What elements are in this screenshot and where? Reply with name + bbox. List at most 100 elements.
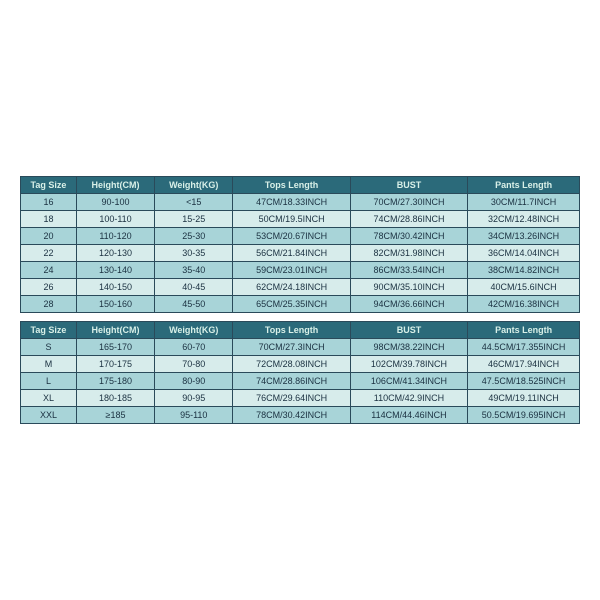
cell: 100-110 [76, 211, 154, 228]
cell: 165-170 [76, 339, 154, 356]
cell: 45-50 [155, 296, 233, 313]
table-row: L175-18080-9074CM/28.86INCH106CM/41.34IN… [21, 373, 580, 390]
cell: 82CM/31.98INCH [350, 245, 467, 262]
cell: 22 [21, 245, 77, 262]
cell: 47CM/18.33INCH [233, 194, 350, 211]
cell: 50CM/19.5INCH [233, 211, 350, 228]
cell: 35-40 [155, 262, 233, 279]
cell: 70CM/27.30INCH [350, 194, 467, 211]
cell: XXL [21, 407, 77, 424]
cell: 16 [21, 194, 77, 211]
cell: 80-90 [155, 373, 233, 390]
cell: 30CM/11.7INCH [468, 194, 580, 211]
table-row: 1690-100<1547CM/18.33INCH70CM/27.30INCH3… [21, 194, 580, 211]
col-weight: Weight(KG) [155, 177, 233, 194]
cell: 120-130 [76, 245, 154, 262]
cell: 44.5CM/17.355INCH [468, 339, 580, 356]
table-row: 26140-15040-4562CM/24.18INCH90CM/35.10IN… [21, 279, 580, 296]
cell: 70CM/27.3INCH [233, 339, 350, 356]
cell: 70-80 [155, 356, 233, 373]
cell: 110CM/42.9INCH [350, 390, 467, 407]
cell: 32CM/12.48INCH [468, 211, 580, 228]
cell: 65CM/25.35INCH [233, 296, 350, 313]
col-tops-length: Tops Length [233, 322, 350, 339]
cell: 74CM/28.86INCH [233, 373, 350, 390]
col-bust: BUST [350, 322, 467, 339]
col-weight: Weight(KG) [155, 322, 233, 339]
table-row: S165-17060-7070CM/27.3INCH98CM/38.22INCH… [21, 339, 580, 356]
cell: 95-110 [155, 407, 233, 424]
cell: 40-45 [155, 279, 233, 296]
cell: 180-185 [76, 390, 154, 407]
cell: 59CM/23.01INCH [233, 262, 350, 279]
table-row: M170-17570-8072CM/28.08INCH102CM/39.78IN… [21, 356, 580, 373]
cell: 74CM/28.86INCH [350, 211, 467, 228]
col-tag-size: Tag Size [21, 322, 77, 339]
cell: S [21, 339, 77, 356]
cell: 50.5CM/19.695INCH [468, 407, 580, 424]
cell: 49CM/19.11INCH [468, 390, 580, 407]
cell: 106CM/41.34INCH [350, 373, 467, 390]
cell: 102CM/39.78INCH [350, 356, 467, 373]
cell: XL [21, 390, 77, 407]
cell: 47.5CM/18.525INCH [468, 373, 580, 390]
cell: 40CM/15.6INCH [468, 279, 580, 296]
cell: 90-95 [155, 390, 233, 407]
cell: 38CM/14.82INCH [468, 262, 580, 279]
cell: 46CM/17.94INCH [468, 356, 580, 373]
cell: 18 [21, 211, 77, 228]
cell: 90CM/35.10INCH [350, 279, 467, 296]
cell: 114CM/44.46INCH [350, 407, 467, 424]
cell: 42CM/16.38INCH [468, 296, 580, 313]
col-bust: BUST [350, 177, 467, 194]
cell: 94CM/36.66INCH [350, 296, 467, 313]
cell: L [21, 373, 77, 390]
size-table-kids: Tag Size Height(CM) Weight(KG) Tops Leng… [20, 176, 580, 313]
header-row: Tag Size Height(CM) Weight(KG) Tops Leng… [21, 322, 580, 339]
cell: 62CM/24.18INCH [233, 279, 350, 296]
cell: 78CM/30.42INCH [233, 407, 350, 424]
table-row: 28150-16045-5065CM/25.35INCH94CM/36.66IN… [21, 296, 580, 313]
cell: 175-180 [76, 373, 154, 390]
cell: 90-100 [76, 194, 154, 211]
cell: 130-140 [76, 262, 154, 279]
cell: 86CM/33.54INCH [350, 262, 467, 279]
cell: 26 [21, 279, 77, 296]
table-row: XL180-18590-9576CM/29.64INCH110CM/42.9IN… [21, 390, 580, 407]
cell: 15-25 [155, 211, 233, 228]
cell: 60-70 [155, 339, 233, 356]
cell: <15 [155, 194, 233, 211]
cell: 25-30 [155, 228, 233, 245]
header-row: Tag Size Height(CM) Weight(KG) Tops Leng… [21, 177, 580, 194]
cell: 53CM/20.67INCH [233, 228, 350, 245]
table-row: XXL≥18595-11078CM/30.42INCH114CM/44.46IN… [21, 407, 580, 424]
table: Tag Size Height(CM) Weight(KG) Tops Leng… [20, 176, 580, 313]
col-height: Height(CM) [76, 322, 154, 339]
cell: 20 [21, 228, 77, 245]
cell: 140-150 [76, 279, 154, 296]
table-row: 24130-14035-4059CM/23.01INCH86CM/33.54IN… [21, 262, 580, 279]
cell: 76CM/29.64INCH [233, 390, 350, 407]
cell: M [21, 356, 77, 373]
table-row: 18100-11015-2550CM/19.5INCH74CM/28.86INC… [21, 211, 580, 228]
cell: 34CM/13.26INCH [468, 228, 580, 245]
cell: 56CM/21.84INCH [233, 245, 350, 262]
table-row: 20110-12025-3053CM/20.67INCH78CM/30.42IN… [21, 228, 580, 245]
cell: 170-175 [76, 356, 154, 373]
cell: 30-35 [155, 245, 233, 262]
cell: ≥185 [76, 407, 154, 424]
table-row: 22120-13030-3556CM/21.84INCH82CM/31.98IN… [21, 245, 580, 262]
col-tops-length: Tops Length [233, 177, 350, 194]
col-pants-length: Pants Length [468, 322, 580, 339]
col-height: Height(CM) [76, 177, 154, 194]
cell: 28 [21, 296, 77, 313]
cell: 24 [21, 262, 77, 279]
cell: 110-120 [76, 228, 154, 245]
col-pants-length: Pants Length [468, 177, 580, 194]
cell: 72CM/28.08INCH [233, 356, 350, 373]
cell: 98CM/38.22INCH [350, 339, 467, 356]
cell: 78CM/30.42INCH [350, 228, 467, 245]
cell: 36CM/14.04INCH [468, 245, 580, 262]
table: Tag Size Height(CM) Weight(KG) Tops Leng… [20, 321, 580, 424]
col-tag-size: Tag Size [21, 177, 77, 194]
